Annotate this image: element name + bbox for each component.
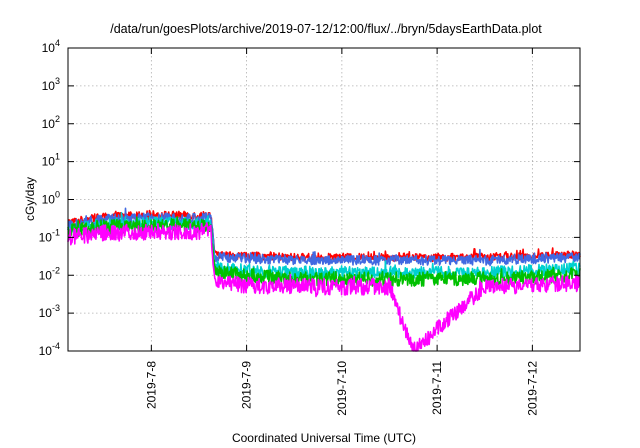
y-tick-label: 104 [42,38,60,55]
x-tick-label: 2019-7-10 [335,361,349,416]
y-axis-label: cGy/day [23,177,37,221]
series-group [67,207,581,352]
chart-title: /data/run/goesPlots/archive/2019-07-12/1… [110,22,542,36]
grid [68,48,580,351]
y-tick-label: 10-4 [39,341,60,358]
y-tick-label: 103 [42,76,60,93]
y-tick-label: 100 [42,190,60,207]
series-line [67,222,581,352]
x-tick-label: 2019-7-12 [525,361,539,416]
y-tick-label: 10-1 [39,227,60,244]
y-tick-label: 10-3 [39,303,60,320]
y-tick-label: 102 [42,114,60,131]
x-tick-label: 2019-7-8 [144,361,158,409]
y-tick-label: 101 [42,152,60,169]
y-tick-label: 10-2 [39,265,60,282]
x-axis-label: Coordinated Universal Time (UTC) [232,431,416,445]
x-tick-label: 2019-7-11 [430,361,444,415]
x-tick-label: 2019-7-9 [240,361,254,409]
x-axis: 2019-7-8 2019-7-9 2019-7-10 2019-7-11 2019-7… [144,48,539,416]
y-axis: 10-4 10-3 10-2 10-1 100 101 102 103 104 [39,38,580,358]
